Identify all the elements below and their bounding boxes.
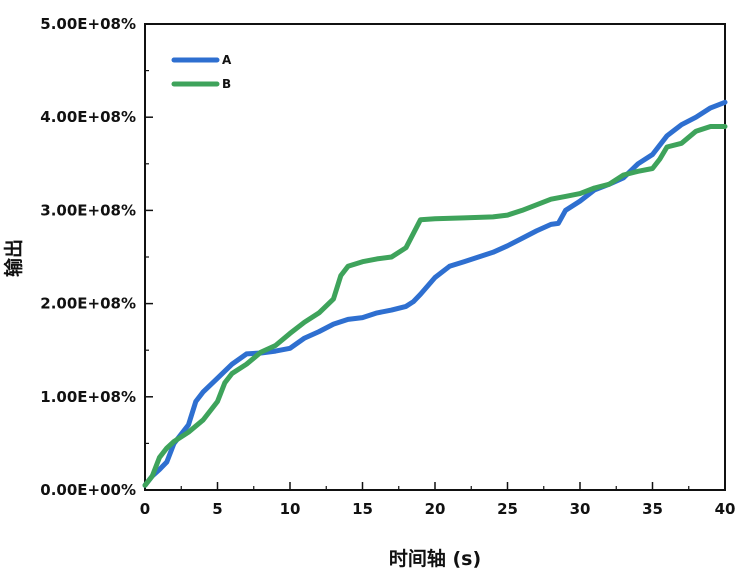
y-tick-label: 0.00E+00% [40, 481, 136, 499]
x-tick-label: 5 [212, 500, 222, 518]
y-axis-title: 输出 [2, 239, 25, 277]
legend-label-b: B [222, 77, 231, 91]
y-tick-label: 4.00E+08% [40, 108, 136, 126]
legend-label-a: A [222, 53, 232, 67]
x-tick-label: 0 [140, 500, 150, 518]
y-tick-label: 2.00E+08% [40, 295, 136, 313]
legend: A B [171, 53, 232, 91]
x-axis-title: 时间轴 (s) [389, 547, 481, 570]
x-tick-label: 25 [497, 500, 518, 518]
series-line-b [142, 124, 728, 488]
x-axis-tick-labels: 0 5 10 15 20 25 30 35 40 [140, 500, 736, 518]
y-tick-label: 3.00E+08% [40, 201, 136, 219]
y-axis-tick-labels: 0.00E+00% 1.00E+08% 2.00E+08% 3.00E+08% 4.00… [40, 15, 136, 499]
x-axis-ticks [144, 482, 726, 490]
x-tick-label: 20 [425, 500, 446, 518]
x-tick-label: 10 [280, 500, 301, 518]
series-lines [142, 99, 728, 488]
x-tick-label: 40 [715, 500, 736, 518]
y-tick-label: 5.00E+08% [40, 15, 136, 33]
x-tick-label: 30 [570, 500, 591, 518]
series-line-a [142, 99, 728, 488]
plot-frame [144, 23, 726, 491]
x-tick-label: 35 [642, 500, 663, 518]
y-tick-label: 1.00E+08% [40, 388, 136, 406]
x-tick-label: 15 [352, 500, 373, 518]
y-axis-ticks [145, 23, 153, 491]
